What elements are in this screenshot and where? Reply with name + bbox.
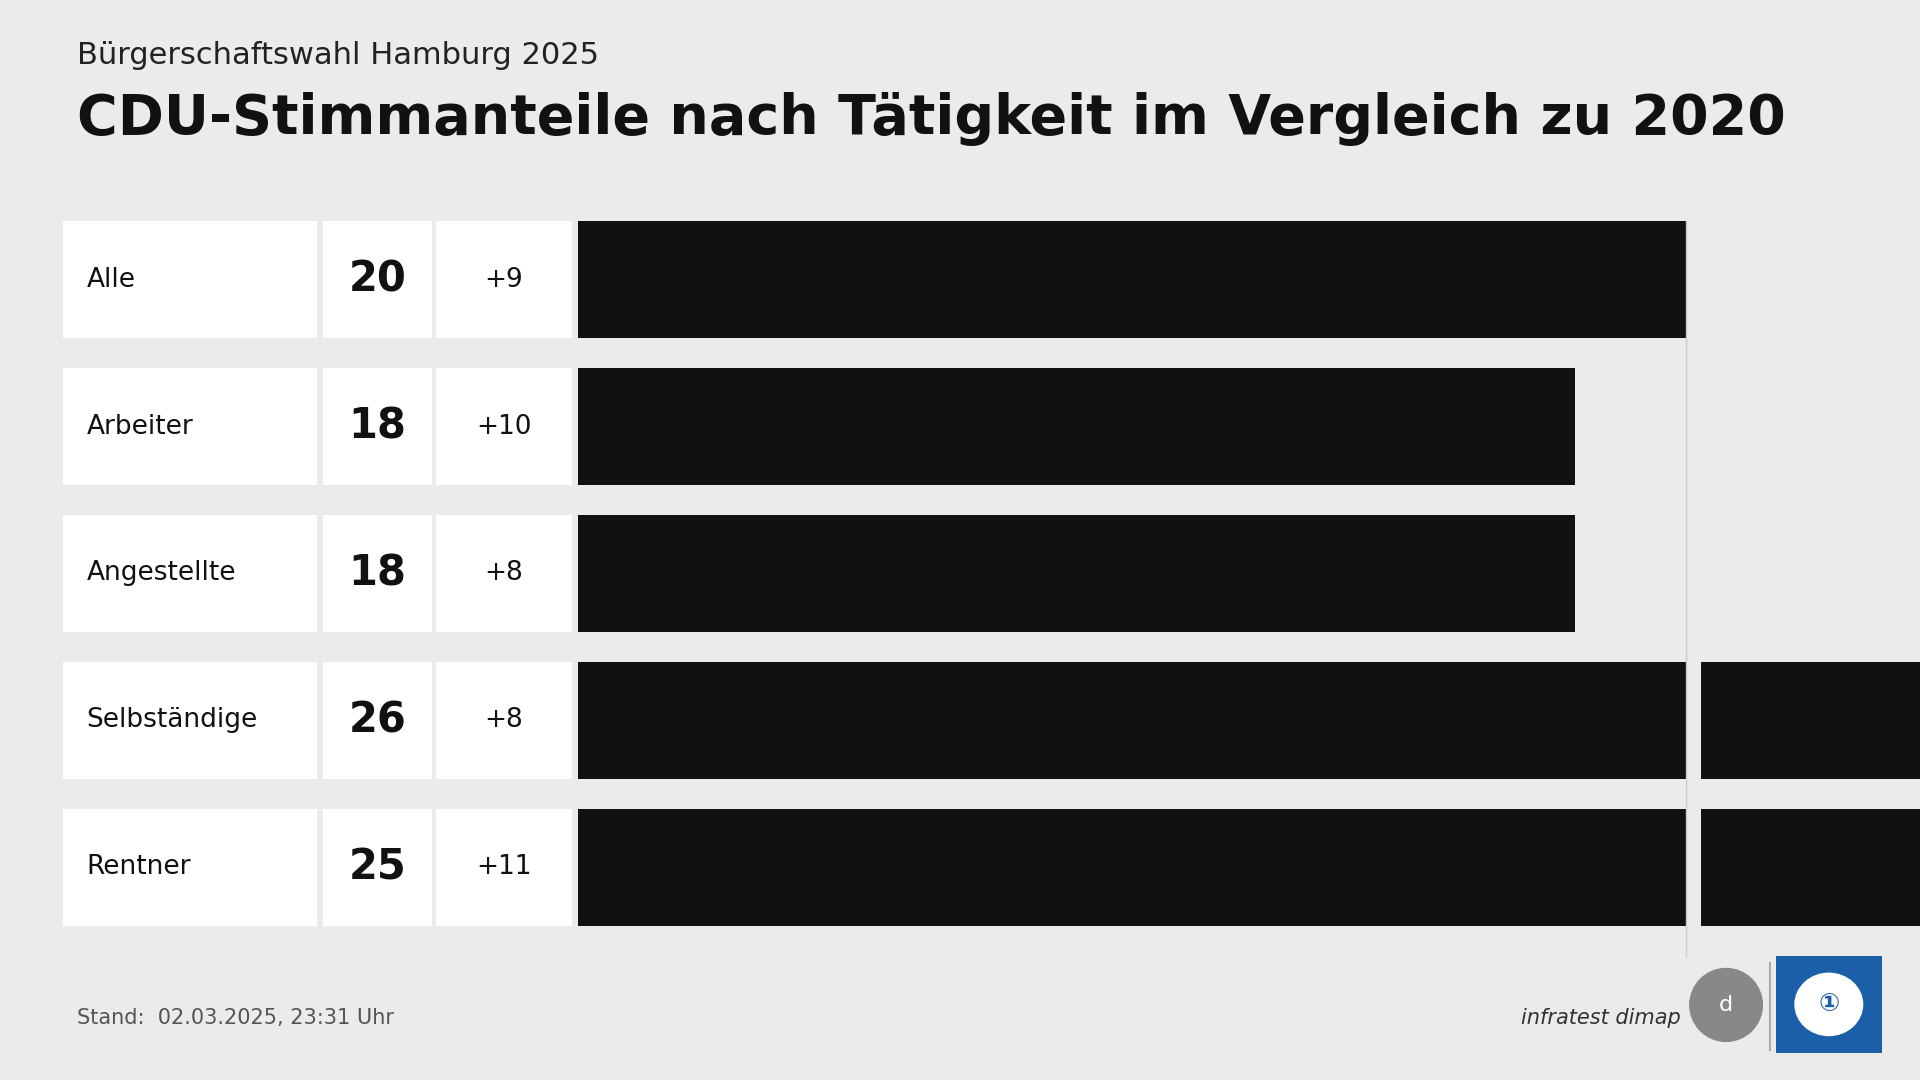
Text: 18: 18 — [348, 553, 407, 594]
Circle shape — [1690, 969, 1763, 1041]
Text: Alle: Alle — [86, 267, 136, 293]
Text: Angestellte: Angestellte — [86, 561, 236, 586]
Text: CDU-Stimmanteile nach Tätigkeit im Vergleich zu 2020: CDU-Stimmanteile nach Tätigkeit im Vergl… — [77, 92, 1786, 146]
Text: Stand:  02.03.2025, 23:31 Uhr: Stand: 02.03.2025, 23:31 Uhr — [77, 1009, 394, 1028]
Text: d: d — [1718, 995, 1734, 1015]
Text: Bürgerschaftswahl Hamburg 2025: Bürgerschaftswahl Hamburg 2025 — [77, 41, 599, 70]
Text: ①: ① — [1818, 993, 1839, 1016]
Text: +8: +8 — [484, 561, 524, 586]
Text: 25: 25 — [348, 847, 407, 888]
Text: 20: 20 — [348, 259, 407, 300]
Text: Selbständige: Selbständige — [86, 707, 257, 733]
FancyBboxPatch shape — [1770, 950, 1887, 1058]
Text: +9: +9 — [484, 267, 524, 293]
Circle shape — [1795, 973, 1862, 1036]
Text: +8: +8 — [484, 707, 524, 733]
Text: 18: 18 — [348, 406, 407, 447]
Text: +11: +11 — [476, 854, 532, 880]
Text: Rentner: Rentner — [86, 854, 190, 880]
Text: 26: 26 — [348, 700, 407, 741]
Text: Arbeiter: Arbeiter — [86, 414, 194, 440]
Text: +10: +10 — [476, 414, 532, 440]
Text: infratest dimap: infratest dimap — [1521, 1009, 1680, 1028]
